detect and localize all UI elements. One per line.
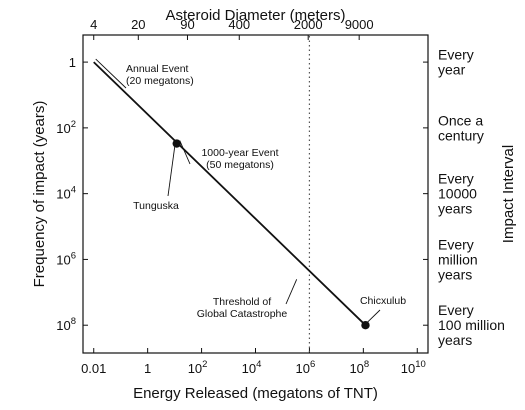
x-tick-label: 106 xyxy=(296,359,316,376)
top-tick-label: 90 xyxy=(180,17,194,32)
interval-label: Every xyxy=(438,171,474,187)
x-tick-label: 1 xyxy=(144,361,151,376)
interval-label: century xyxy=(438,127,484,143)
threshold-label: Threshold of xyxy=(213,296,271,308)
annual-event-label: Annual Event xyxy=(126,63,189,75)
top-tick-label: 400 xyxy=(228,17,250,32)
chicxulub-leader xyxy=(367,309,381,323)
y-tick-label: 1 xyxy=(69,55,76,70)
interval-label: Once a xyxy=(438,112,483,128)
interval-label: Every xyxy=(438,47,474,63)
chicxulub-point xyxy=(361,321,370,330)
interval-label: years xyxy=(438,266,472,282)
annual-event-leader xyxy=(95,58,127,89)
chicxulub-label: Chicxulub xyxy=(360,295,406,307)
tunguska-leader xyxy=(167,146,176,197)
y-axis-title: Frequency of impact (years) xyxy=(31,101,48,288)
top-axis-title: Asteroid Diameter (meters) xyxy=(165,7,345,24)
threshold-label: Global Catastrophe xyxy=(197,308,288,320)
thousand-year-label: (50 megatons) xyxy=(206,159,274,171)
x-tick-label: 108 xyxy=(349,359,369,376)
top-tick-label: 9000 xyxy=(345,17,374,32)
annual-event-label: (20 megatons) xyxy=(126,75,194,87)
thousand-year-label: 1000-year Event xyxy=(201,147,278,159)
tunguska-label: Tunguska xyxy=(133,200,179,212)
top-tick-label: 2000 xyxy=(294,17,323,32)
y-tick-label: 102 xyxy=(56,119,76,136)
right-axis-title: Impact Interval xyxy=(500,145,517,243)
interval-label: year xyxy=(438,62,466,78)
x-axis-title: Energy Released (megatons of TNT) xyxy=(133,385,378,402)
top-tick-label: 20 xyxy=(131,17,145,32)
interval-label: Every xyxy=(438,236,474,252)
x-tick-label: 1010 xyxy=(401,359,426,376)
interval-label: years xyxy=(438,201,472,217)
x-tick-label: 104 xyxy=(242,359,262,376)
threshold-leader xyxy=(285,279,298,305)
thousand-year-leader xyxy=(179,140,191,165)
interval-label: years xyxy=(438,332,472,348)
y-tick-label: 104 xyxy=(56,185,76,202)
x-tick-label: 0.01 xyxy=(81,361,106,376)
interval-label: million xyxy=(438,251,478,267)
impact-frequency-line xyxy=(93,61,367,326)
y-tick-label: 106 xyxy=(56,250,76,267)
interval-label: 100 million xyxy=(438,317,505,333)
interval-label: 10000 xyxy=(438,186,477,202)
x-tick-label: 102 xyxy=(188,359,208,376)
y-tick-label: 108 xyxy=(56,316,76,333)
interval-label: Every xyxy=(438,302,474,318)
top-tick-label: 4 xyxy=(90,17,97,32)
tunguska-point xyxy=(172,139,181,148)
